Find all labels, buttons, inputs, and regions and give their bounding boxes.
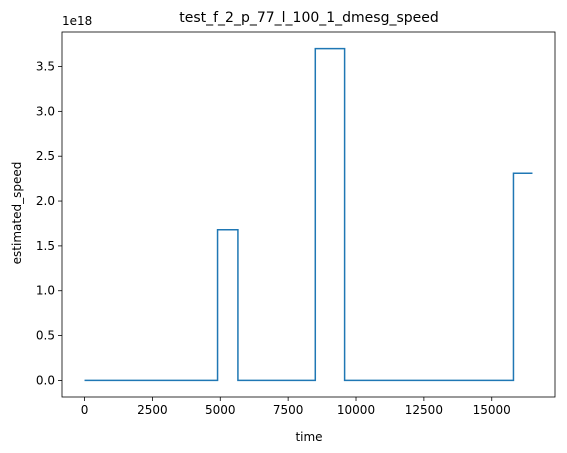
x-tick-label: 0 <box>81 403 89 417</box>
x-tick-label: 12500 <box>405 403 443 417</box>
x-tick-label: 7500 <box>273 403 304 417</box>
series-line-0 <box>84 47 533 382</box>
y-axis-label: estimated_speed <box>10 162 24 265</box>
x-tick-label: 15000 <box>473 403 511 417</box>
x-axis-label: time <box>295 430 322 444</box>
y-tick-label: 1.5 <box>36 239 55 253</box>
y-tick-label: 3.0 <box>36 104 55 118</box>
x-tick-label: 2500 <box>137 403 168 417</box>
y-tick-label: 0.5 <box>36 329 55 343</box>
y-tick-label: 2.5 <box>36 149 55 163</box>
y-tick-label: 1.0 <box>36 284 55 298</box>
y-offset-label: 1e18 <box>62 14 92 28</box>
y-tick-label: 2.0 <box>36 194 55 208</box>
plot-area <box>61 31 556 398</box>
x-tick-label: 10000 <box>337 403 375 417</box>
chart-title: test_f_2_p_77_l_100_1_dmesg_speed <box>179 10 439 26</box>
y-tick-label: 0.0 <box>36 373 55 387</box>
y-tick-label: 3.5 <box>36 60 55 74</box>
x-axis-ticks: 0 2500 5000 7500 10000 12500 15000 <box>81 397 511 417</box>
y-axis-ticks: 0.0 0.5 1.0 1.5 2.0 2.5 3.0 3.5 <box>36 60 62 387</box>
axes-frame <box>61 31 556 398</box>
x-tick-label: 5000 <box>205 403 236 417</box>
